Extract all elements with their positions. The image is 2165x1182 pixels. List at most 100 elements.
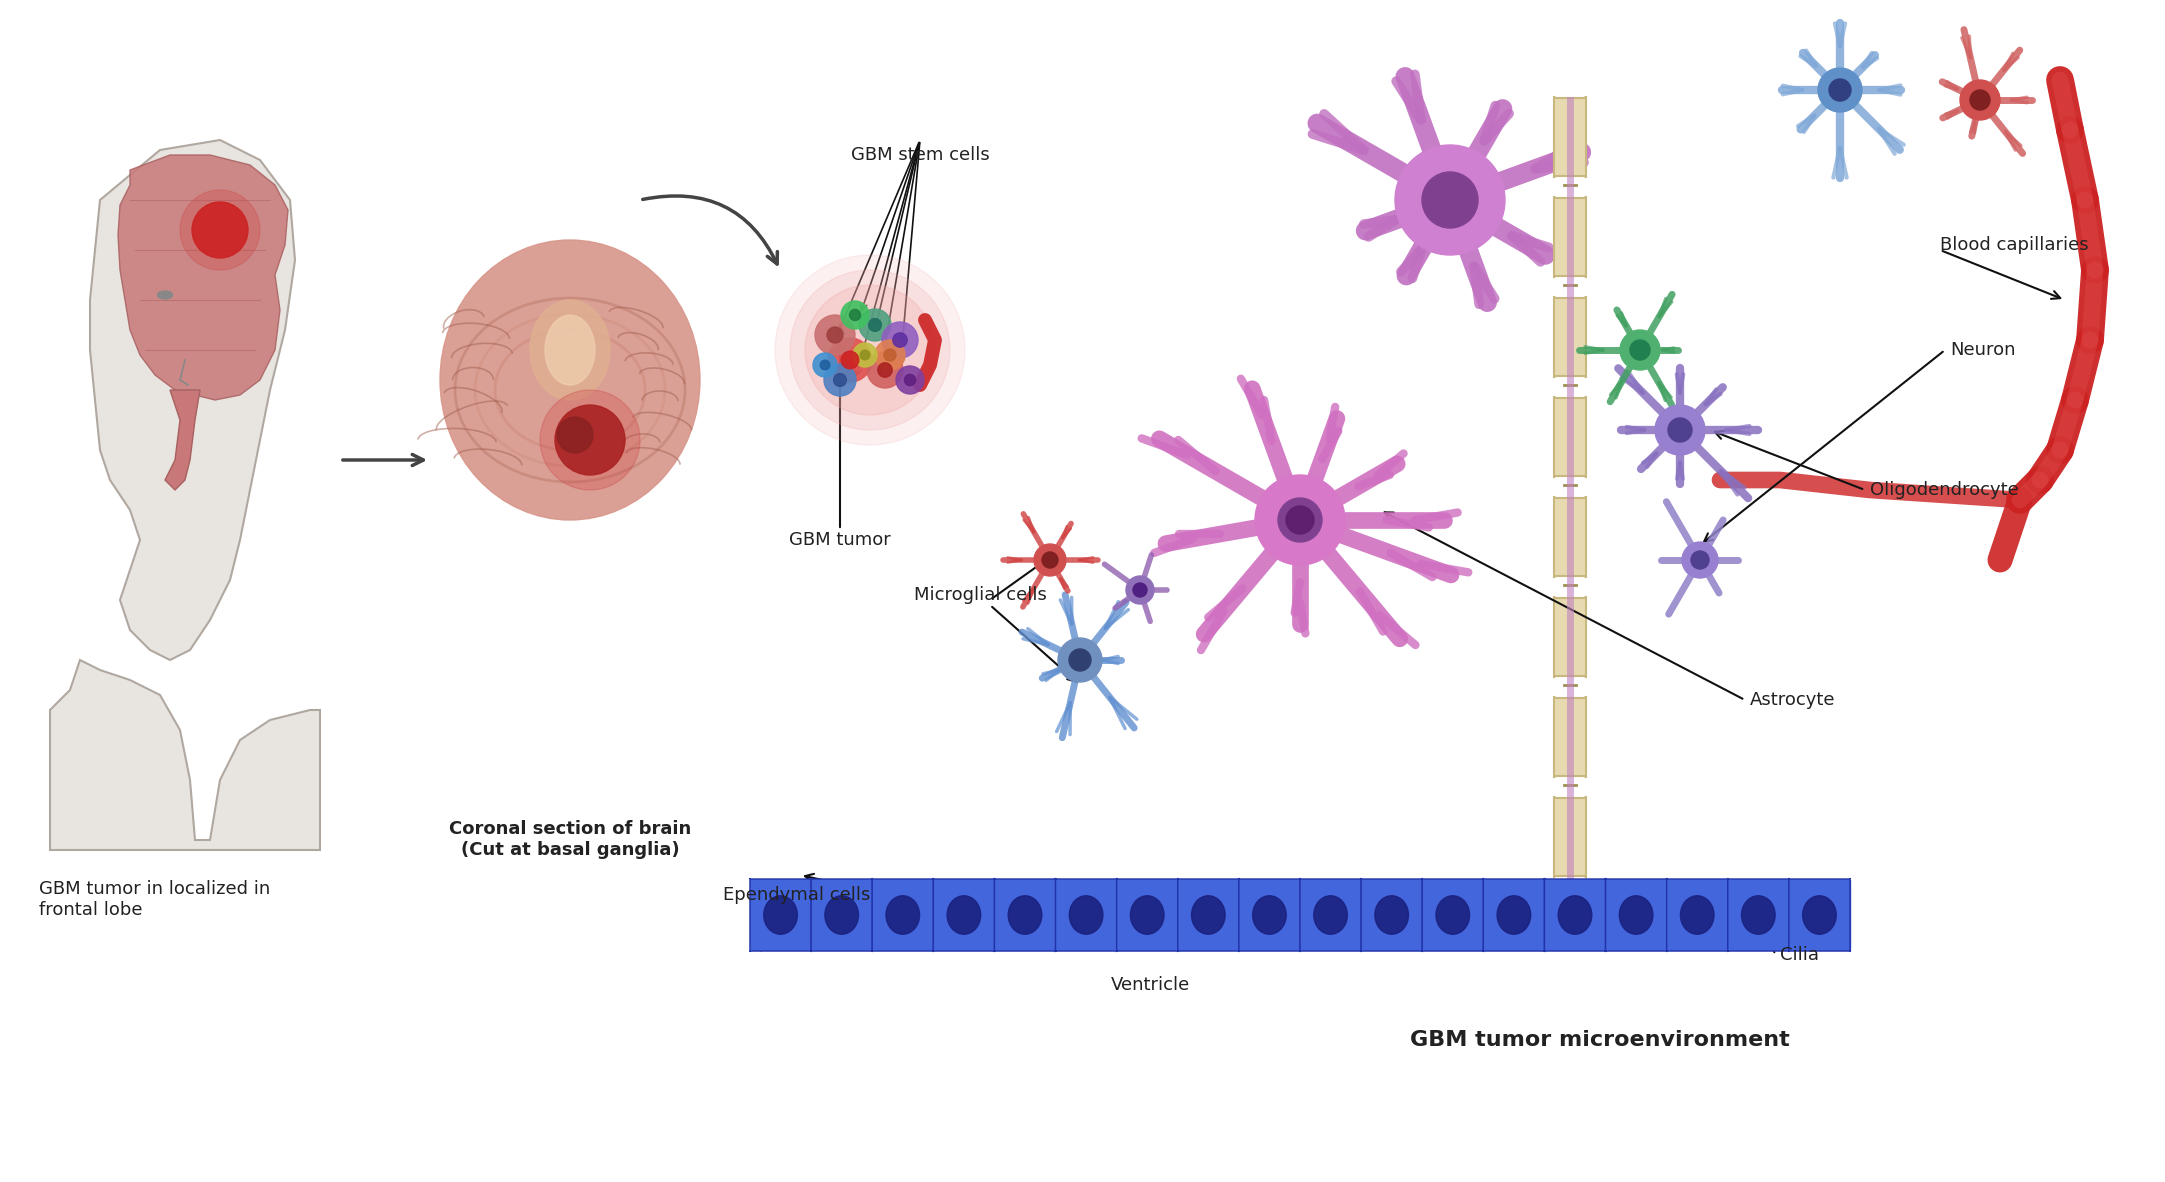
FancyBboxPatch shape [1238,878,1299,952]
Circle shape [1035,544,1065,576]
Circle shape [814,353,838,377]
Ellipse shape [1680,896,1715,934]
Text: Ventricle: Ventricle [1111,976,1189,994]
Circle shape [556,417,593,453]
Ellipse shape [885,896,920,934]
Circle shape [827,338,872,382]
Circle shape [1667,418,1693,442]
Circle shape [539,390,641,491]
Ellipse shape [546,314,595,385]
Ellipse shape [1619,896,1652,934]
Circle shape [193,202,249,258]
FancyBboxPatch shape [1728,878,1788,952]
FancyBboxPatch shape [1554,795,1587,878]
Polygon shape [165,390,199,491]
FancyBboxPatch shape [1362,878,1422,952]
FancyBboxPatch shape [1554,296,1587,378]
Ellipse shape [825,896,860,934]
FancyBboxPatch shape [749,878,812,952]
FancyBboxPatch shape [1554,696,1587,778]
FancyBboxPatch shape [1483,878,1544,952]
Bar [749,881,1851,950]
Circle shape [1126,576,1154,604]
Text: Oligodendrocyte: Oligodendrocyte [1871,481,2018,499]
Text: GBM tumor in localized in
frontal lobe: GBM tumor in localized in frontal lobe [39,881,271,918]
Text: GBM tumor microenvironment: GBM tumor microenvironment [1409,1030,1790,1050]
Ellipse shape [1375,896,1409,934]
FancyBboxPatch shape [1554,96,1587,178]
FancyBboxPatch shape [994,878,1057,952]
FancyBboxPatch shape [1606,878,1667,952]
Circle shape [790,269,950,430]
FancyBboxPatch shape [1057,878,1117,952]
Ellipse shape [1254,896,1286,934]
Text: Neuron: Neuron [1951,340,2016,359]
Circle shape [1630,340,1650,361]
Circle shape [875,340,905,370]
FancyBboxPatch shape [1422,878,1483,952]
Circle shape [877,363,892,377]
Circle shape [554,405,626,475]
Circle shape [1682,543,1719,578]
Circle shape [1277,498,1323,543]
Circle shape [1256,475,1344,565]
Circle shape [180,190,260,269]
Circle shape [1970,90,1990,110]
Circle shape [896,366,924,394]
Circle shape [834,374,847,387]
Circle shape [849,310,862,320]
FancyBboxPatch shape [872,878,933,952]
FancyBboxPatch shape [812,878,872,952]
Circle shape [825,364,855,396]
Ellipse shape [1191,896,1225,934]
Circle shape [868,319,881,331]
Ellipse shape [1741,896,1775,934]
Ellipse shape [1803,896,1836,934]
Circle shape [1070,649,1091,671]
FancyBboxPatch shape [1554,496,1587,578]
Circle shape [1394,145,1505,255]
Polygon shape [119,155,288,400]
Ellipse shape [1314,896,1347,934]
FancyBboxPatch shape [1299,878,1362,952]
Circle shape [1819,69,1862,112]
Circle shape [853,343,877,366]
Circle shape [842,351,860,369]
Text: Cilia: Cilia [1780,946,1819,965]
Ellipse shape [1435,896,1470,934]
Ellipse shape [764,896,797,934]
Text: GBM stem cells: GBM stem cells [851,147,989,164]
Circle shape [827,327,842,343]
Circle shape [1059,638,1102,682]
Ellipse shape [1009,896,1041,934]
Circle shape [1829,79,1851,100]
Circle shape [866,352,903,388]
Ellipse shape [1559,896,1591,934]
Text: Blood capillaries: Blood capillaries [1940,236,2089,254]
Ellipse shape [530,300,611,400]
Circle shape [840,301,868,329]
Ellipse shape [1496,896,1531,934]
FancyBboxPatch shape [1554,596,1587,678]
FancyBboxPatch shape [1554,396,1587,478]
Circle shape [1286,506,1314,534]
Ellipse shape [158,291,173,299]
Circle shape [821,361,829,370]
FancyBboxPatch shape [1178,878,1238,952]
Circle shape [805,285,935,415]
Circle shape [883,349,896,361]
FancyBboxPatch shape [1554,196,1587,278]
FancyBboxPatch shape [1788,878,1851,952]
Circle shape [1422,173,1479,228]
Text: GBM tumor: GBM tumor [788,531,890,548]
Text: Microglial cells: Microglial cells [914,586,1046,604]
Circle shape [892,333,907,348]
Circle shape [1691,551,1708,569]
Circle shape [1959,80,2000,121]
FancyBboxPatch shape [1667,878,1728,952]
Text: Coronal section of brain
(Cut at basal ganglia): Coronal section of brain (Cut at basal g… [448,820,691,859]
FancyBboxPatch shape [1117,878,1178,952]
Circle shape [1132,583,1147,597]
Circle shape [905,375,916,385]
Text: Ependymal cells: Ependymal cells [723,886,870,904]
